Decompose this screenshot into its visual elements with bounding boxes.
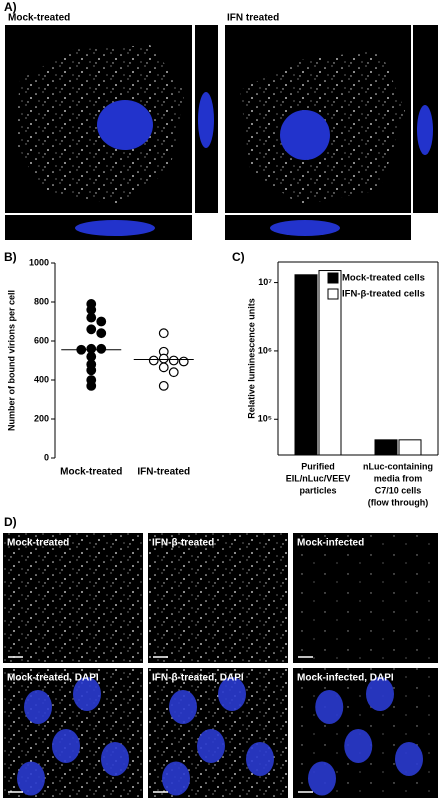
nucleus (162, 761, 190, 796)
micrograph-signal (3, 533, 143, 663)
legend-label: Mock-treated cells (342, 273, 425, 284)
data-point (86, 312, 97, 323)
data-point (96, 343, 107, 354)
nucleus (73, 677, 101, 711)
x-tick-label: media from (374, 473, 423, 483)
nucleus (24, 690, 52, 724)
y-tick-label: 1000 (29, 257, 49, 267)
bar (294, 274, 318, 456)
legend-label: IFN-β-treated cells (342, 289, 425, 300)
data-point (168, 367, 179, 378)
nucleus (246, 742, 274, 776)
nucleus (52, 729, 80, 763)
panel-label: D) (4, 515, 17, 529)
data-point (178, 356, 189, 367)
bar (398, 439, 422, 456)
x-tick-label: C7/10 cells (375, 485, 422, 495)
y-tick-label: 10⁵ (258, 414, 272, 424)
y-axis-label: Relative luminescence units (246, 298, 256, 419)
nucleus (17, 761, 45, 796)
image-caption: IFN-β-treated (152, 538, 214, 549)
x-tick-label: particles (299, 485, 336, 495)
y-tick-label: 400 (34, 374, 49, 384)
nucleus (344, 729, 373, 763)
data-point (158, 328, 169, 339)
panel-a (5, 25, 438, 240)
y-axis-label: Number of bound virions per cell (6, 290, 16, 431)
y-tick-label: 10⁶ (258, 345, 272, 355)
x-tick-label: (flow through) (368, 497, 428, 507)
y-tick-label: 600 (34, 335, 49, 345)
x-tick-label: Purified (301, 461, 335, 471)
data-point (86, 324, 97, 335)
panel-label: B) (4, 250, 17, 264)
nucleus (395, 742, 423, 776)
panel-d: Mock-treated IFN-β-treated Mock-infected Mo… (3, 533, 438, 798)
data-point (86, 365, 97, 376)
legend-swatch (327, 272, 339, 284)
y-tick-label: 800 (34, 296, 49, 306)
data-point (148, 355, 159, 366)
bar (374, 439, 398, 456)
legend-swatch (327, 288, 339, 300)
image-caption: Mock-treated, DAPI (7, 673, 99, 684)
y-tick-label: 10⁷ (258, 277, 272, 287)
x-tick-label: Mock-treated (60, 467, 122, 478)
nucleus (315, 690, 344, 724)
x-tick-label: EIL/nLuc/VEEV (286, 473, 351, 483)
data-point (168, 355, 179, 366)
image-caption: Mock-infected (297, 538, 364, 549)
nucleus (169, 690, 197, 724)
y-tick-label: 200 (34, 413, 49, 423)
x-tick-label: nLuc-containing (363, 461, 433, 471)
data-point (158, 380, 169, 391)
image-caption: Mock-treated (7, 538, 69, 549)
data-point (158, 362, 169, 373)
panel-label: A) (4, 0, 17, 14)
micrograph-signal (148, 533, 288, 663)
nucleus (366, 677, 394, 711)
bar (318, 270, 342, 456)
data-point (158, 353, 169, 364)
image-caption: Mock-treated (8, 13, 70, 24)
y-tick-label: 0 (44, 452, 49, 462)
panel-label: C) (232, 250, 245, 264)
data-point (96, 328, 107, 339)
image-caption: IFN-β-treated, DAPI (152, 673, 244, 684)
data-point (96, 316, 107, 327)
data-point (86, 380, 97, 391)
image-caption: IFN treated (227, 13, 279, 24)
nucleus (101, 742, 129, 776)
nucleus (197, 729, 225, 763)
nucleus (308, 761, 336, 796)
micrograph-signal (293, 533, 438, 663)
nucleus (218, 677, 246, 711)
x-tick-label: IFN-treated (137, 467, 190, 478)
image-caption: Mock-infected, DAPI (297, 673, 394, 684)
